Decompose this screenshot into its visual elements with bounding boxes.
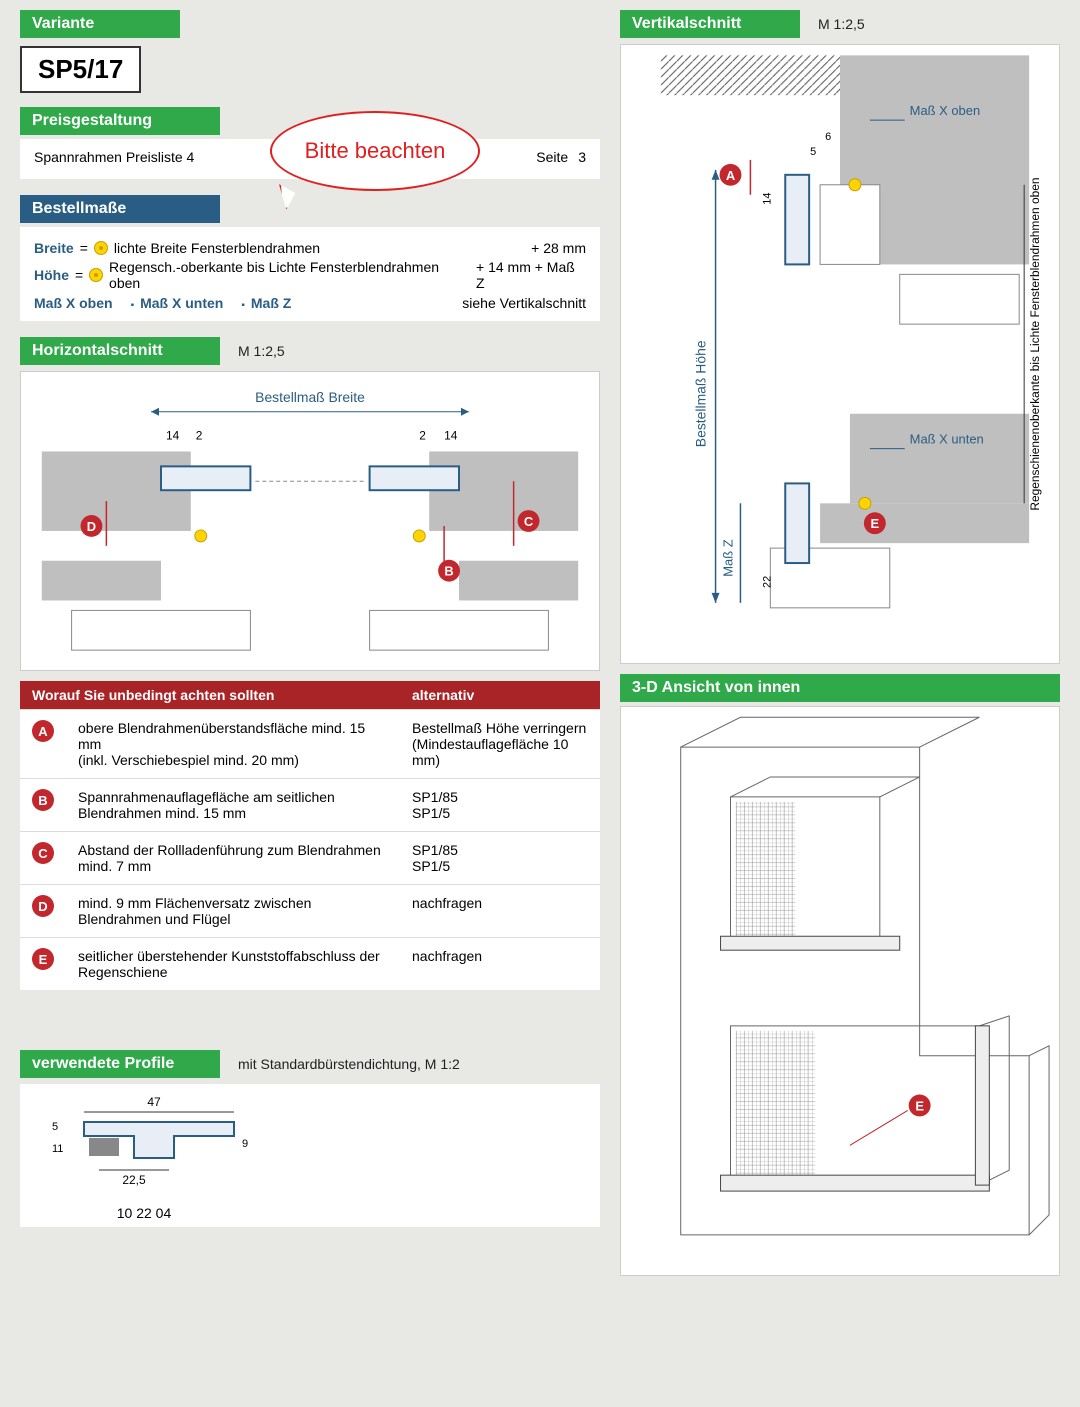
svg-text:C: C — [524, 514, 533, 529]
svg-text:22,5: 22,5 — [122, 1173, 146, 1187]
table-row: B Spannrahmenauflagefläche am seitlichen … — [20, 779, 600, 832]
achten-text: Abstand der Rollladenführung zum Blendra… — [66, 832, 400, 885]
achten-alt: Bestellmaß Höhe verringern (Mindestaufla… — [400, 710, 600, 779]
svg-text:E: E — [915, 1098, 924, 1113]
svg-text:D: D — [87, 519, 96, 534]
attention-bubble: Bitte beachten — [270, 111, 480, 191]
bubble-text: Bitte beachten — [305, 138, 446, 164]
svg-text:B: B — [444, 564, 453, 579]
tbl-hdr-right: alternativ — [400, 681, 600, 710]
svg-text:11: 11 — [52, 1143, 63, 1155]
svg-text:5: 5 — [810, 146, 816, 158]
profile-header: verwendete Profile — [20, 1050, 220, 1078]
profile-drawing: 47 5 11 9 22,5 — [34, 1092, 294, 1202]
preis-text: Spannrahmen Preisliste 4 — [34, 149, 194, 165]
preis-header: Preisgestaltung — [20, 107, 220, 135]
svg-text:6: 6 — [825, 131, 831, 143]
svg-text:Maß X oben: Maß X oben — [910, 103, 980, 118]
marker-A: A — [32, 720, 54, 742]
achten-alt: nachfragen — [400, 938, 600, 991]
achten-alt: SP1/85 SP1/5 — [400, 779, 600, 832]
marker-D: D — [32, 895, 54, 917]
achten-alt: SP1/85 SP1/5 — [400, 832, 600, 885]
table-row: C Abstand der Rollladenführung zum Blendr… — [20, 832, 600, 885]
achten-table: Worauf Sie unbedingt achten sollten alte… — [20, 681, 600, 990]
vertical-section-drawing: Bestellmaß Höhe Maß Z Regenschienenoberk… — [620, 44, 1060, 664]
horizontal-section-drawing: Bestellmaß Breite 14 2 2 14 — [20, 371, 600, 671]
svg-text:2: 2 — [196, 429, 203, 443]
variante-code: SP5/17 — [20, 46, 141, 93]
tbl-hdr-left: Worauf Sie unbedingt achten sollten — [20, 681, 400, 710]
bm-breite-add: + 28 mm — [531, 240, 586, 256]
bestell-header: Bestellmaße — [20, 195, 220, 223]
bm-foot2: Maß X unten — [131, 295, 224, 311]
achten-text: mind. 9 mm Flächenversatz zwischen Blend… — [66, 885, 400, 938]
bm-foot-right: siehe Vertikalschnitt — [462, 295, 586, 311]
preis-page-no: 3 — [578, 149, 586, 165]
hs-breite-label: Bestellmaß Breite — [255, 389, 365, 405]
view3d-header: 3-D Ansicht von innen — [620, 674, 1060, 702]
bm-hoehe-key: Höhe — [34, 267, 69, 283]
profile-sub: mit Standardbürstendichtung, M 1:2 — [238, 1056, 460, 1072]
marker-B: B — [32, 789, 54, 811]
vs-header: Vertikalschnitt — [620, 10, 800, 38]
table-row: Eseitlicher überstehender Kunststoff­abs… — [20, 938, 600, 991]
bm-foot1: Maß X oben — [34, 295, 113, 311]
svg-text:Regenschienenoberkante bis Lic: Regenschienenoberkante bis Lichte Fenste… — [1028, 177, 1042, 510]
svg-text:5: 5 — [52, 1121, 58, 1133]
vs-scale: M 1:2,5 — [818, 16, 865, 32]
bm-breite-key: Breite — [34, 240, 74, 256]
bm-breite-txt: lichte Breite Fensterblendrahmen — [114, 240, 320, 256]
svg-text:E: E — [871, 516, 880, 531]
dot-icon — [89, 268, 103, 282]
svg-text:14: 14 — [166, 429, 180, 443]
bm-foot3: Maß Z — [241, 295, 291, 311]
preis-page-label: Seite — [536, 149, 568, 165]
svg-text:2: 2 — [419, 429, 426, 443]
variante-header: Variante — [20, 10, 180, 38]
svg-text:Maß Z: Maß Z — [720, 539, 735, 576]
bm-hoehe-txt: Regensch.-oberkante bis Lichte Fensterbl… — [109, 259, 470, 291]
bm-hoehe-add: + 14 mm + Maß Z — [476, 259, 586, 291]
svg-text:47: 47 — [147, 1095, 161, 1109]
svg-text:Maß X unten: Maß X unten — [910, 432, 984, 447]
hs-header: Horizontalschnitt — [20, 337, 220, 365]
marker-C: C — [32, 842, 54, 864]
achten-text: Spannrahmenauflagefläche am seitlichen B… — [66, 779, 400, 832]
svg-text:14: 14 — [444, 429, 458, 443]
view3d-drawing: E — [620, 706, 1060, 1276]
svg-text:14: 14 — [761, 193, 773, 205]
achten-text: obere Blendrahmenüberstandsfläche mind. … — [66, 710, 400, 779]
dot-icon — [94, 241, 108, 255]
table-row: Aobere Blendrahmenüberstandsfläche mind.… — [20, 710, 600, 779]
svg-text:22: 22 — [761, 576, 773, 588]
svg-text:9: 9 — [242, 1138, 248, 1150]
svg-text:A: A — [726, 168, 735, 183]
hs-scale: M 1:2,5 — [238, 343, 285, 359]
achten-alt: nachfragen — [400, 885, 600, 938]
marker-E: E — [32, 948, 54, 970]
svg-text:Bestellmaß Höhe: Bestellmaß Höhe — [693, 340, 709, 447]
achten-text: seitlicher überstehender Kunststoff­absc… — [66, 938, 400, 991]
profile-code: 10 22 04 — [34, 1205, 254, 1221]
table-row: Dmind. 9 mm Flächenversatz zwischen Blen… — [20, 885, 600, 938]
